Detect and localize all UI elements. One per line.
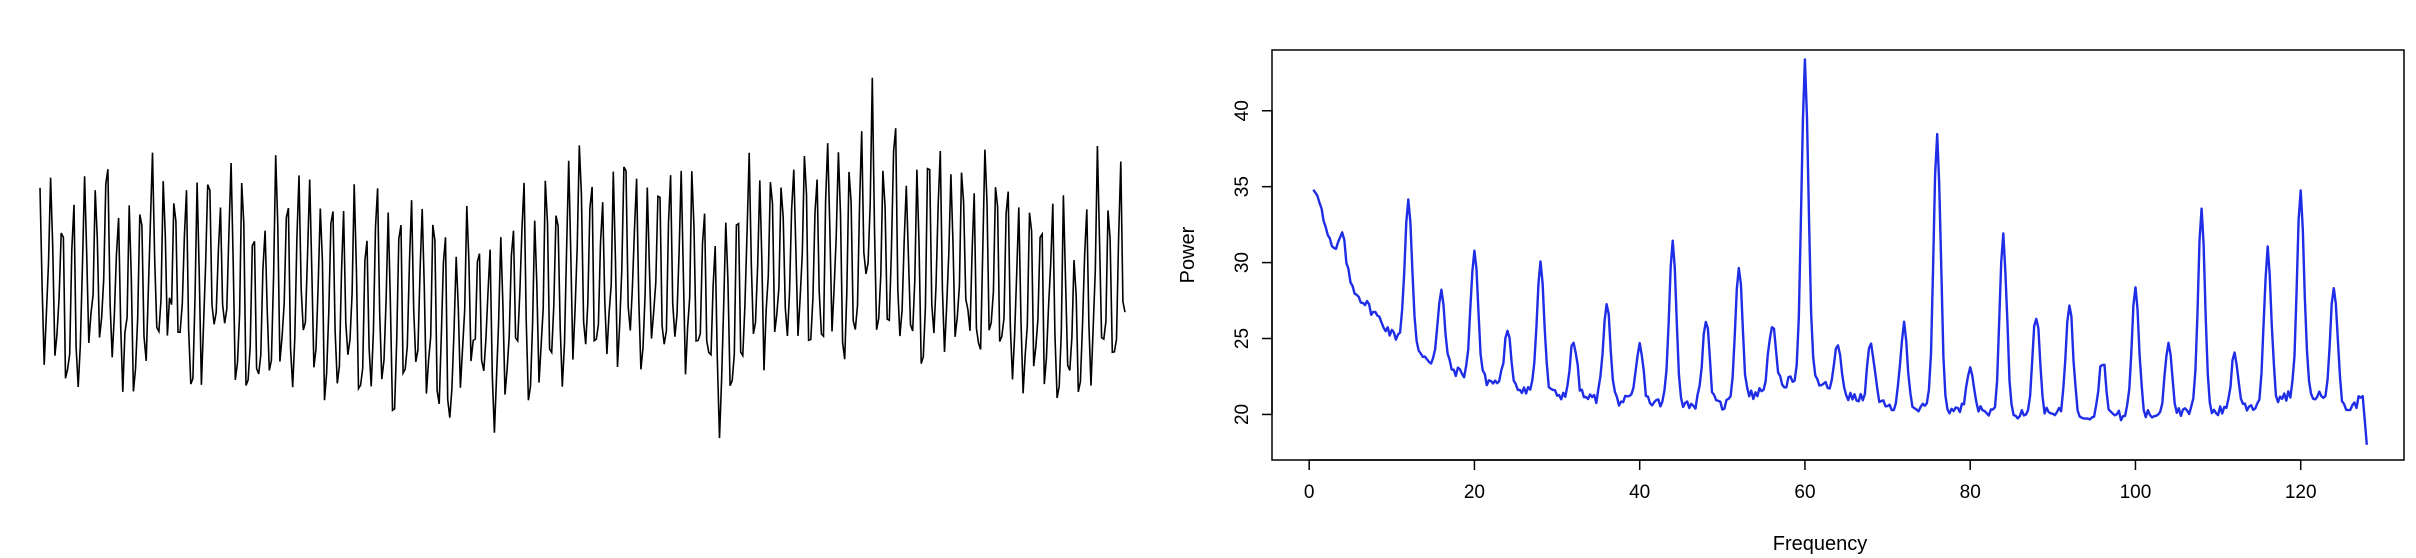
x-tick-label: 60	[1794, 482, 1815, 503]
y-tick-label: 30	[1232, 252, 1253, 273]
x-tick-label: 0	[1304, 482, 1315, 503]
x-tick-label: 80	[1960, 482, 1981, 503]
periodogram-plot: 0 20 40 60 80 100 120 20 25 30 35 40 Frequency Pow…	[1150, 0, 2416, 558]
series-line	[1312, 58, 2368, 445]
y-axis: 20 25 30 35 40	[1232, 100, 1273, 425]
plot-frame	[1271, 49, 2405, 461]
y-tick-label: 40	[1232, 100, 1253, 121]
x-tick-label: 20	[1464, 482, 1485, 503]
periodogram-svg: 0 20 40 60 80 100 120 20 25 30 35 40 Frequency Pow…	[1177, 49, 2405, 555]
y-tick-label: 35	[1232, 176, 1253, 197]
series-line	[39, 77, 1126, 439]
y-tick-label: 25	[1232, 328, 1253, 349]
y-axis-title: Power	[1177, 226, 1199, 283]
x-tick-label: 40	[1629, 482, 1650, 503]
x-axis-title: Frequency	[1773, 533, 1868, 555]
x-axis: 0 20 40 60 80 100 120	[1304, 459, 2317, 503]
time-series-plot	[0, 0, 1150, 558]
x-tick-label: 100	[2120, 482, 2152, 503]
time-series-svg	[39, 77, 1126, 439]
series-line-group	[1312, 58, 2368, 445]
x-tick-label: 120	[2285, 482, 2317, 503]
y-tick-label: 20	[1232, 404, 1253, 425]
